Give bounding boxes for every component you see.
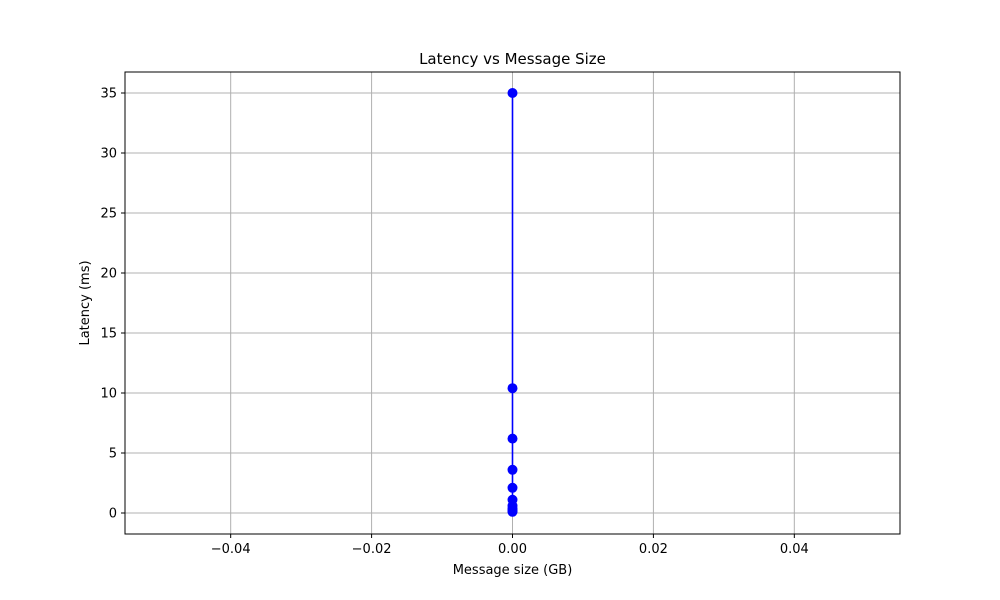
y-tick-label: 35: [100, 87, 117, 102]
data-point: [507, 482, 518, 493]
data-point: [507, 494, 518, 505]
y-tick-label: 25: [100, 207, 117, 222]
data-point: [507, 88, 518, 98]
y-tick-label: 10: [100, 387, 117, 402]
series-layer: [507, 88, 518, 517]
x-tick-label: −0.04: [211, 542, 251, 557]
data-point: [507, 383, 518, 394]
x-axis-ticks: −0.04 −0.02 0.00 0.02 0.04: [211, 534, 809, 557]
x-tick-label: −0.02: [352, 542, 392, 557]
y-tick-label: 0: [109, 507, 117, 522]
y-tick-label: 20: [100, 267, 117, 282]
y-tick-label: 15: [100, 327, 117, 342]
x-tick-label: 0.00: [498, 542, 527, 557]
y-axis-label: Latency (ms): [78, 260, 93, 345]
y-tick-label: 5: [109, 447, 117, 462]
data-point: [507, 433, 518, 444]
x-axis-label: Message size (GB): [453, 563, 573, 578]
y-tick-label: 30: [100, 147, 117, 162]
y-axis-ticks: 0 5 10 15 20 25 30 35: [100, 87, 125, 522]
data-point: [507, 464, 518, 475]
x-tick-label: 0.02: [639, 542, 668, 557]
x-tick-label: 0.04: [780, 542, 809, 557]
chart-title: Latency vs Message Size: [419, 50, 606, 68]
